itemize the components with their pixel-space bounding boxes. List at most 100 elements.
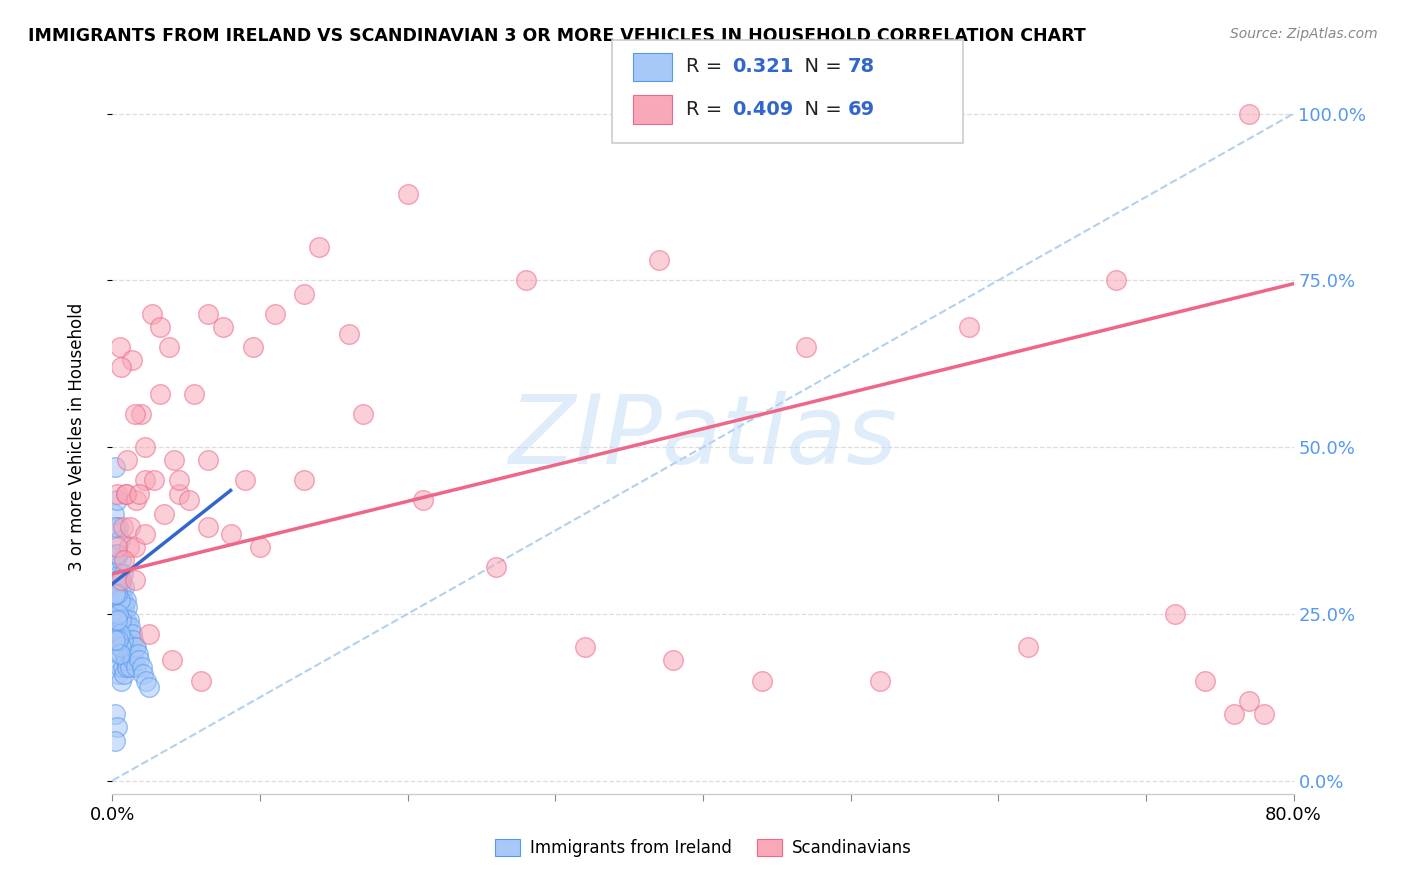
Point bbox=[149, 386, 172, 401]
Point bbox=[124, 640, 146, 655]
Point bbox=[183, 386, 205, 401]
Point bbox=[112, 647, 135, 661]
Point bbox=[128, 653, 150, 667]
Point bbox=[110, 640, 132, 655]
Point bbox=[134, 474, 156, 488]
Point bbox=[179, 493, 201, 508]
Point bbox=[107, 633, 129, 648]
Point bbox=[118, 633, 141, 648]
Text: Source: ZipAtlas.com: Source: ZipAtlas.com bbox=[1230, 27, 1378, 41]
Point bbox=[108, 640, 131, 655]
Point bbox=[110, 600, 132, 615]
Point bbox=[107, 607, 129, 621]
Point bbox=[104, 706, 127, 721]
Point bbox=[957, 320, 980, 334]
Y-axis label: 3 or more Vehicles in Household: 3 or more Vehicles in Household bbox=[67, 303, 86, 571]
Point bbox=[110, 574, 132, 588]
Point bbox=[110, 647, 132, 661]
Point bbox=[1194, 673, 1216, 688]
Point bbox=[242, 340, 264, 354]
Point bbox=[111, 633, 134, 648]
Point bbox=[112, 620, 135, 634]
Text: N =: N = bbox=[792, 100, 848, 120]
Point bbox=[197, 307, 219, 321]
Point bbox=[129, 407, 152, 421]
Point bbox=[121, 353, 143, 368]
Point bbox=[219, 526, 242, 541]
Point bbox=[120, 640, 142, 655]
Point bbox=[1105, 273, 1128, 287]
Point bbox=[647, 253, 671, 268]
Point bbox=[264, 307, 287, 321]
Text: 78: 78 bbox=[848, 57, 875, 77]
Point bbox=[142, 474, 165, 488]
Point bbox=[124, 407, 146, 421]
Point bbox=[292, 286, 315, 301]
Point bbox=[110, 553, 132, 567]
Point bbox=[157, 340, 180, 354]
Point bbox=[411, 493, 433, 508]
Text: R =: R = bbox=[686, 57, 728, 77]
Point bbox=[662, 653, 685, 667]
Point bbox=[124, 540, 146, 554]
Point bbox=[117, 620, 138, 634]
Point bbox=[105, 627, 128, 641]
Point bbox=[485, 560, 508, 574]
Point bbox=[163, 453, 186, 467]
Point bbox=[105, 560, 128, 574]
Point bbox=[104, 633, 127, 648]
Point bbox=[104, 587, 127, 601]
Point bbox=[107, 633, 129, 648]
Point bbox=[1239, 106, 1261, 120]
Point bbox=[120, 660, 142, 674]
Point bbox=[167, 474, 190, 488]
Point bbox=[105, 720, 128, 734]
Point bbox=[117, 660, 138, 674]
Point bbox=[110, 359, 132, 374]
Point bbox=[292, 474, 315, 488]
Point bbox=[107, 574, 129, 588]
Point bbox=[396, 186, 419, 201]
Point bbox=[107, 520, 129, 534]
Point bbox=[104, 733, 127, 747]
Point bbox=[114, 614, 136, 628]
Point bbox=[108, 593, 131, 607]
Point bbox=[122, 653, 145, 667]
Point bbox=[149, 320, 172, 334]
Point bbox=[352, 407, 374, 421]
Point bbox=[125, 640, 148, 655]
Point bbox=[134, 526, 156, 541]
Point bbox=[127, 647, 149, 661]
Point bbox=[112, 580, 135, 594]
Point bbox=[114, 487, 136, 501]
Point bbox=[134, 440, 156, 454]
Point bbox=[190, 673, 212, 688]
Point bbox=[114, 487, 136, 501]
Point bbox=[108, 533, 131, 548]
Point bbox=[111, 593, 134, 607]
Point bbox=[108, 340, 131, 354]
Point bbox=[197, 520, 219, 534]
Point bbox=[105, 540, 128, 554]
Point bbox=[121, 647, 143, 661]
Point bbox=[751, 673, 773, 688]
Point bbox=[108, 660, 131, 674]
Point bbox=[104, 520, 127, 534]
Point bbox=[233, 474, 256, 488]
Text: 0.409: 0.409 bbox=[733, 100, 794, 120]
Point bbox=[1223, 706, 1246, 721]
Text: ZIPatlas: ZIPatlas bbox=[509, 391, 897, 483]
Point bbox=[110, 627, 132, 641]
Point bbox=[107, 614, 129, 628]
Point bbox=[105, 493, 128, 508]
Point bbox=[112, 666, 135, 681]
Point bbox=[114, 653, 136, 667]
Point bbox=[111, 566, 134, 581]
Text: R =: R = bbox=[686, 100, 728, 120]
Text: 0.321: 0.321 bbox=[733, 57, 794, 77]
Point bbox=[105, 587, 128, 601]
Point bbox=[108, 620, 131, 634]
Point bbox=[122, 633, 145, 648]
Point bbox=[108, 566, 131, 581]
Point bbox=[111, 660, 134, 674]
